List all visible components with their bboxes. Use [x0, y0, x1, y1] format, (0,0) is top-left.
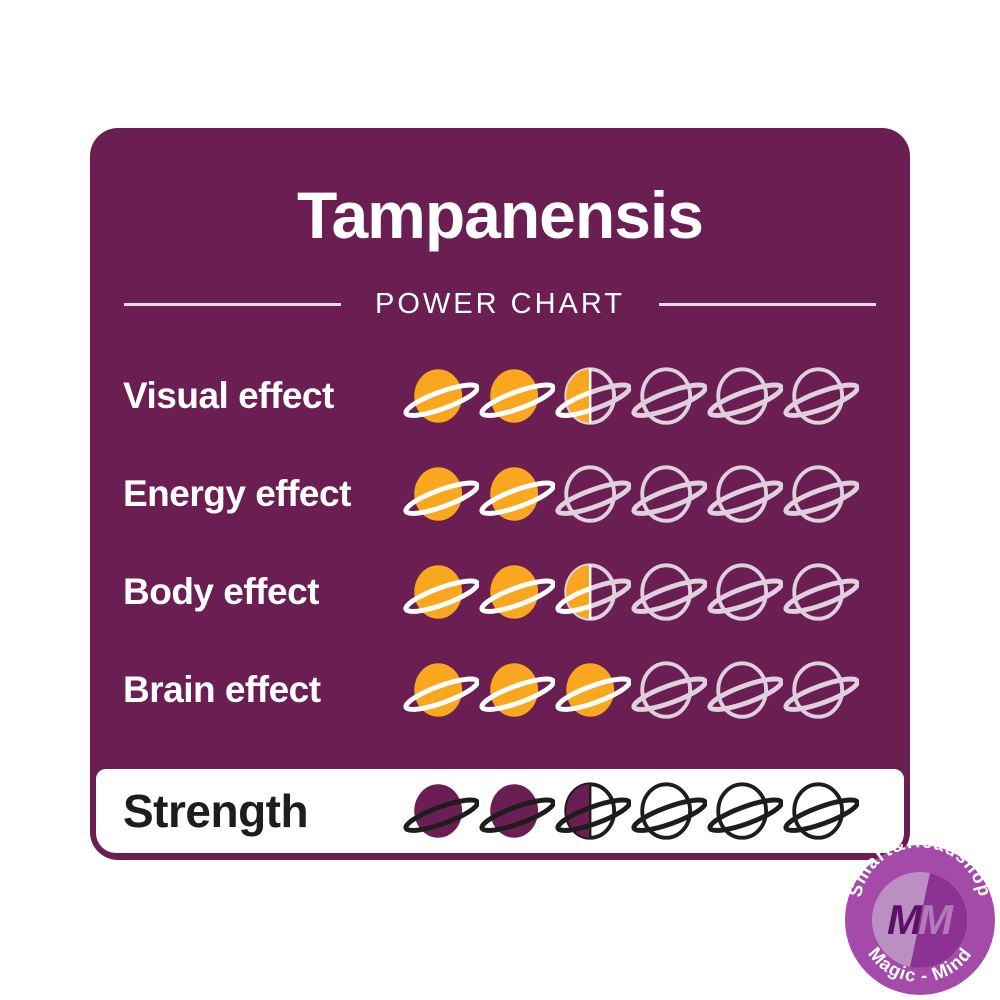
- planet-icon-empty: [707, 661, 783, 719]
- effect-row-label: Body effect: [123, 571, 319, 612]
- planet-icon-full: [479, 663, 555, 717]
- planet-icon-full: [403, 784, 479, 838]
- planet-icon-full: [403, 467, 479, 521]
- planet-icon-empty: [631, 465, 707, 523]
- planet-icon-empty: [707, 782, 783, 840]
- planet-icon-full: [479, 565, 555, 619]
- effect-row: Body effect: [90, 543, 910, 641]
- planet-icon-full: [403, 369, 479, 423]
- planet-icon-empty: [631, 367, 707, 425]
- effect-rating: [403, 659, 859, 721]
- subtitle-row: POWER CHART: [90, 288, 910, 321]
- brand-badge: MM Smart&Headshop Magic - Mind: [844, 844, 996, 996]
- planet-icon-empty: [707, 367, 783, 425]
- planet-icon-full: [403, 663, 479, 717]
- planet-icon-empty: [783, 782, 859, 840]
- planet-icon-empty: [707, 465, 783, 523]
- planet-icon-empty: [783, 661, 859, 719]
- effect-rating: [403, 561, 859, 623]
- subtitle-left-rule: [124, 303, 342, 306]
- planet-icon-empty: [783, 465, 859, 523]
- planet-icon-full: [479, 467, 555, 521]
- badge-monogram: MM: [887, 896, 954, 943]
- effect-rating: [403, 463, 859, 525]
- planet-icon-full: [479, 369, 555, 423]
- effect-row-label: Visual effect: [123, 375, 334, 416]
- effect-row: Energy effect: [90, 445, 910, 543]
- planet-icon-full: [479, 784, 555, 838]
- effect-row-label: Brain effect: [123, 669, 321, 710]
- planet-icon-empty: [631, 782, 707, 840]
- planet-icon-half: [555, 367, 631, 425]
- strength-rating: [403, 780, 859, 842]
- planet-icon-empty: [631, 661, 707, 719]
- power-chart-card: Tampanensis POWER CHART Visual effect Ene…: [90, 128, 910, 860]
- planet-icon-half: [555, 563, 631, 621]
- planet-icon-empty: [631, 563, 707, 621]
- badge-inner-dark-half: [910, 873, 968, 968]
- effect-rows: Visual effect Energy effect Body effect Bra…: [90, 347, 910, 739]
- strain-title: Tampanensis: [297, 178, 704, 252]
- brand-badge-graphic: MM Smart&Headshop Magic - Mind: [844, 844, 995, 995]
- planet-icon-empty: [707, 563, 783, 621]
- subtitle-right-rule: [659, 303, 877, 306]
- effect-row: Visual effect: [90, 347, 910, 445]
- planet-icon-empty: [555, 465, 631, 523]
- effect-rating: [403, 365, 859, 427]
- planet-icon-empty: [783, 563, 859, 621]
- effect-row-label: Energy effect: [123, 473, 351, 514]
- strength-label: Strength: [123, 785, 309, 837]
- planet-icon-empty: [783, 367, 859, 425]
- planet-icon-full: [555, 663, 631, 717]
- subtitle-text: POWER CHART: [375, 288, 625, 320]
- planet-icon-half: [555, 782, 631, 840]
- planet-icon-full: [403, 565, 479, 619]
- effect-row: Brain effect: [90, 641, 910, 739]
- strength-band: Strength: [96, 769, 904, 853]
